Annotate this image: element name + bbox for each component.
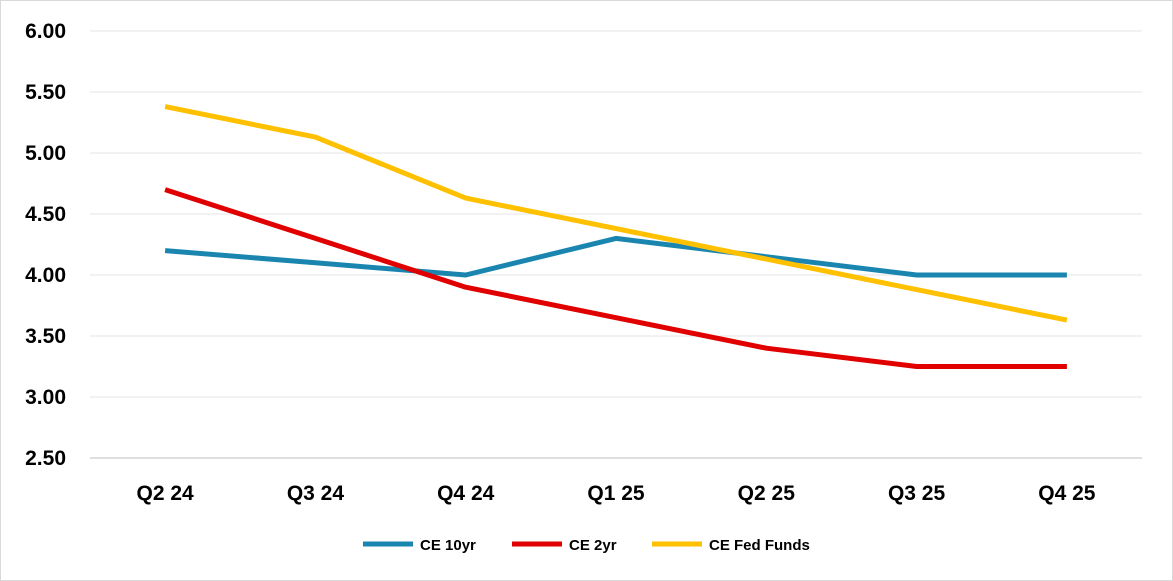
y-tick-label: 5.00 [25, 142, 66, 165]
series-line-ce-10yr [164, 235, 1067, 278]
y-tick-label: 2.50 [25, 447, 66, 470]
y-tick-label: 6.00 [25, 20, 66, 43]
series-line-ce-2yr [164, 187, 1067, 369]
y-tick-label: 5.50 [25, 81, 66, 104]
y-tick-label: 3.50 [25, 325, 66, 348]
x-tick-label: Q2 25 [738, 482, 796, 505]
x-tick-label: Q4 24 [437, 482, 495, 505]
x-tick-label: Q4 25 [1038, 482, 1096, 505]
legend-label: CE Fed Funds [709, 537, 810, 554]
legend-label: CE 10yr [420, 537, 476, 554]
x-tick-label: Q2 24 [137, 482, 195, 505]
x-tick-label: Q3 24 [287, 482, 345, 505]
legend-label: CE 2yr [569, 537, 617, 554]
x-axis-ticks: Q2 24 Q3 24 Q4 24 Q1 25 Q2 25 Q3 25 Q4 25 [137, 482, 1096, 505]
y-tick-label: 4.00 [25, 264, 66, 287]
y-axis-ticks: 2.50 3.00 3.50 4.00 4.50 5.00 5.50 6.00 [25, 20, 66, 470]
x-tick-label: Q1 25 [587, 482, 645, 505]
series-lines [164, 104, 1068, 369]
legend: CE 10yr CE 2yr CE Fed Funds [363, 537, 810, 554]
series-line-ce-fed-funds [164, 104, 1068, 323]
gridlines [90, 30, 1142, 398]
y-tick-label: 3.00 [25, 386, 66, 409]
x-tick-label: Q3 25 [888, 482, 946, 505]
y-tick-label: 4.50 [25, 203, 66, 226]
